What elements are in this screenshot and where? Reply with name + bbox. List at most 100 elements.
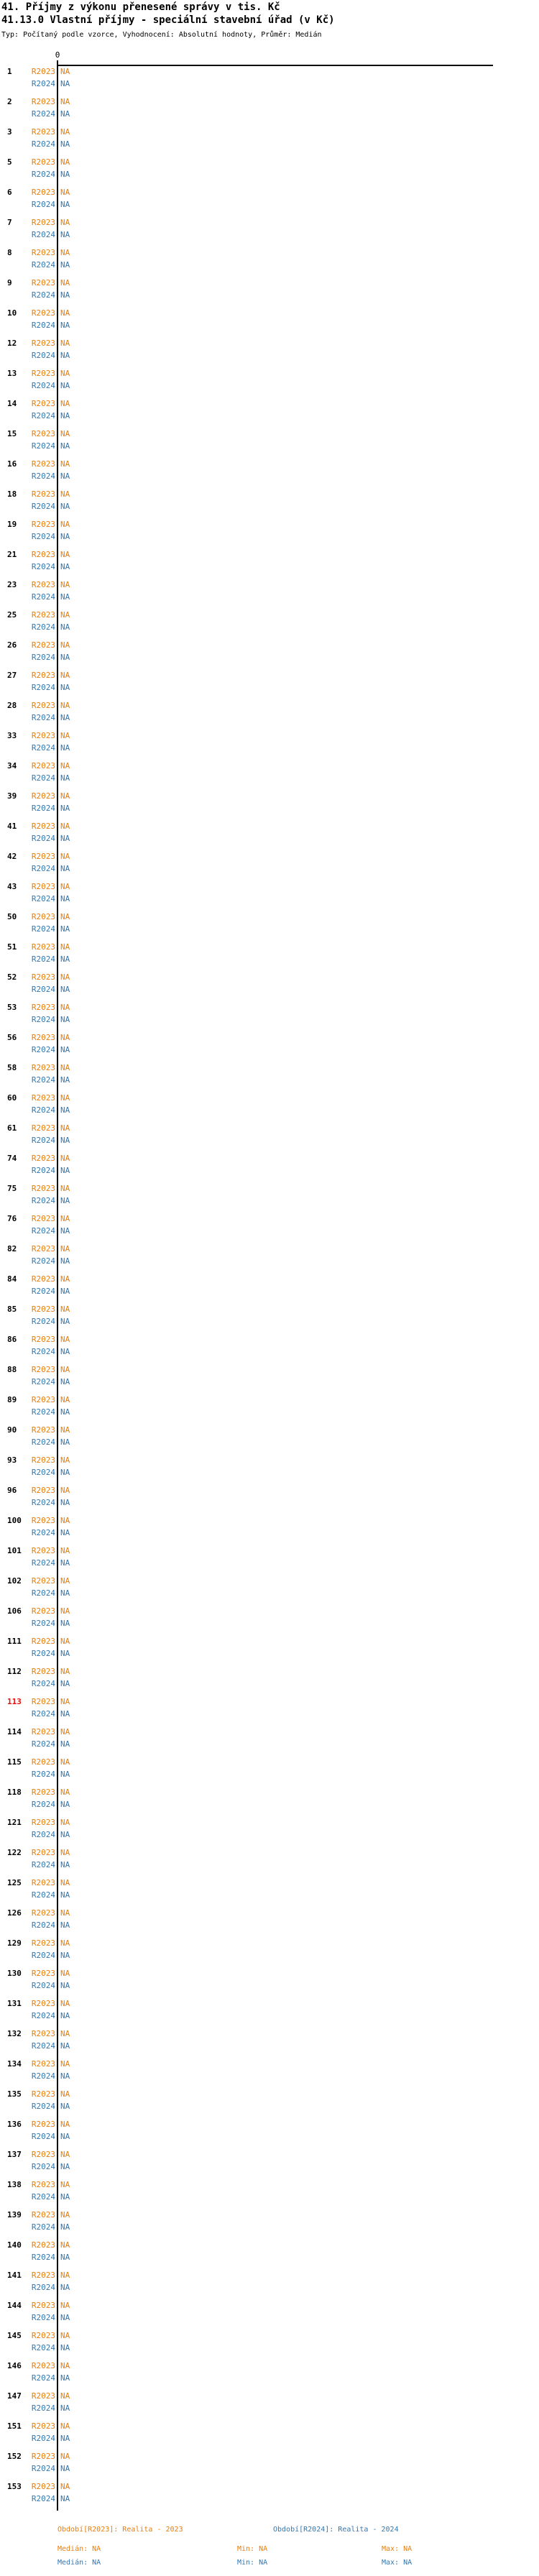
value-r2023: NA <box>60 1486 70 1495</box>
series-label-r2023: R2023 <box>31 1214 55 1223</box>
series-label-r2023: R2023 <box>31 1033 55 1042</box>
series-label-r2024: R2024 <box>31 2041 55 2051</box>
series-label-r2023: R2023 <box>31 1123 55 1133</box>
row-line-r2023: R2023 NA <box>0 1064 539 1072</box>
series-label-r2023: R2023 <box>31 701 55 710</box>
series-label-r2023: R2023 <box>31 2331 55 2340</box>
row-group: 53 R2023 NA R2024 NA <box>0 1003 539 1034</box>
row-line-r2023: R2023 NA <box>0 490 539 499</box>
row-line-r2024: R2024 NA <box>0 2344 539 2352</box>
row-line-r2024: R2024 NA <box>0 1619 539 1628</box>
row-group: 129 R2023 NA R2024 NA <box>0 1939 539 1969</box>
series-label-r2024: R2024 <box>31 1951 55 1960</box>
series-label-r2023: R2023 <box>31 731 55 740</box>
row-line-r2024: R2024 NA <box>0 261 539 270</box>
row-line-r2023: R2023 NA <box>0 2332 539 2340</box>
series-label-r2023: R2023 <box>31 1063 55 1072</box>
value-r2024: NA <box>60 1558 70 1568</box>
series-label-r2023: R2023 <box>31 248 55 257</box>
row-line-r2024: R2024 NA <box>0 1408 539 1417</box>
row-group: 12 R2023 NA R2024 NA <box>0 339 539 369</box>
row-number: 132 <box>7 2029 22 2038</box>
series-label-r2024: R2024 <box>31 2464 55 2473</box>
row-line-r2024: R2024 NA <box>0 231 539 239</box>
value-r2023: NA <box>60 1395 70 1404</box>
row-group: 1 R2023 NA R2024 NA <box>0 68 539 98</box>
row-group: 111 R2023 NA R2024 NA <box>0 1637 539 1668</box>
value-r2023: NA <box>60 2120 70 2129</box>
value-r2024: NA <box>60 954 70 964</box>
value-r2024: NA <box>60 381 70 390</box>
series-label-r2024: R2024 <box>31 170 55 179</box>
series-label-r2024: R2024 <box>31 2071 55 2081</box>
row-number: 1 <box>7 67 12 76</box>
chart-title: 41. Příjmy z výkonu přenesené správy v t… <box>1 1 280 13</box>
series-label-r2023: R2023 <box>31 97 55 106</box>
series-label-r2024: R2024 <box>31 1679 55 1688</box>
series-label-r2024: R2024 <box>31 864 55 873</box>
value-r2023: NA <box>60 127 70 137</box>
value-r2023: NA <box>60 1667 70 1676</box>
row-group: 19 R2023 NA R2024 NA <box>0 520 539 551</box>
series-label-r2023: R2023 <box>31 1335 55 1344</box>
series-label-r2023: R2023 <box>31 2271 55 2280</box>
row-line-r2023: R2023 NA <box>0 2241 539 2250</box>
row-line-r2023: R2023 NA <box>0 2150 539 2159</box>
row-line-r2024: R2024 NA <box>0 533 539 541</box>
series-label-r2023: R2023 <box>31 399 55 408</box>
row-group: 6 R2023 NA R2024 NA <box>0 188 539 218</box>
row-line-r2023: R2023 NA <box>0 2392 539 2401</box>
row-number: 53 <box>7 1003 17 1012</box>
row-line-r2023: R2023 NA <box>0 883 539 891</box>
value-r2023: NA <box>60 308 70 318</box>
row-number: 141 <box>7 2271 22 2280</box>
series-label-r2023: R2023 <box>31 972 55 982</box>
row-line-r2023: R2023 NA <box>0 2060 539 2069</box>
row-group: 18 R2023 NA R2024 NA <box>0 490 539 520</box>
series-label-r2023: R2023 <box>31 1395 55 1404</box>
series-label-r2023: R2023 <box>31 1788 55 1797</box>
row-line-r2023: R2023 NA <box>0 822 539 831</box>
row-line-r2023: R2023 NA <box>0 2211 539 2220</box>
value-r2024: NA <box>60 562 70 571</box>
row-line-r2023: R2023 NA <box>0 68 539 76</box>
row-group: 43 R2023 NA R2024 NA <box>0 883 539 913</box>
row-line-r2024: R2024 NA <box>0 1891 539 1900</box>
value-r2024: NA <box>60 260 70 270</box>
row-line-r2024: R2024 NA <box>0 1589 539 1598</box>
value-r2023: NA <box>60 1999 70 2008</box>
legend-max-r2023: Max: NA <box>382 2545 413 2553</box>
series-label-r2023: R2023 <box>31 852 55 861</box>
value-r2023: NA <box>60 2089 70 2099</box>
legend-stats-r2023: Medián: NA Min: NA Max: NA <box>0 2545 539 2554</box>
series-label-r2024: R2024 <box>31 1317 55 1326</box>
row-line-r2023: R2023 NA <box>0 279 539 288</box>
series-label-r2023: R2023 <box>31 429 55 438</box>
row-group: 112 R2023 NA R2024 NA <box>0 1668 539 1698</box>
row-number: 130 <box>7 1969 22 1978</box>
series-label-r2024: R2024 <box>31 2283 55 2292</box>
series-label-r2024: R2024 <box>31 200 55 209</box>
row-number: 126 <box>7 1908 22 1918</box>
value-r2023: NA <box>60 2240 70 2250</box>
value-r2023: NA <box>60 1637 70 1646</box>
row-line-r2023: R2023 NA <box>0 2422 539 2431</box>
value-r2024: NA <box>60 2041 70 2051</box>
row-line-r2024: R2024 NA <box>0 140 539 149</box>
row-number: 106 <box>7 1606 22 1616</box>
series-label-r2023: R2023 <box>31 188 55 197</box>
value-r2023: NA <box>60 1908 70 1918</box>
series-label-r2024: R2024 <box>31 502 55 511</box>
value-r2023: NA <box>60 2180 70 2189</box>
value-r2024: NA <box>60 1377 70 1386</box>
legend-period-r2023: Období[R2023]: Realita - 2023 <box>57 2526 183 2534</box>
series-label-r2024: R2024 <box>31 2102 55 2111</box>
value-r2024: NA <box>60 1498 70 1507</box>
series-label-r2024: R2024 <box>31 1981 55 1990</box>
value-r2023: NA <box>60 157 70 167</box>
row-number: 41 <box>7 822 17 831</box>
value-r2024: NA <box>60 653 70 662</box>
row-line-r2023: R2023 NA <box>0 339 539 348</box>
series-label-r2023: R2023 <box>31 1938 55 1948</box>
value-r2023: NA <box>60 2482 70 2491</box>
